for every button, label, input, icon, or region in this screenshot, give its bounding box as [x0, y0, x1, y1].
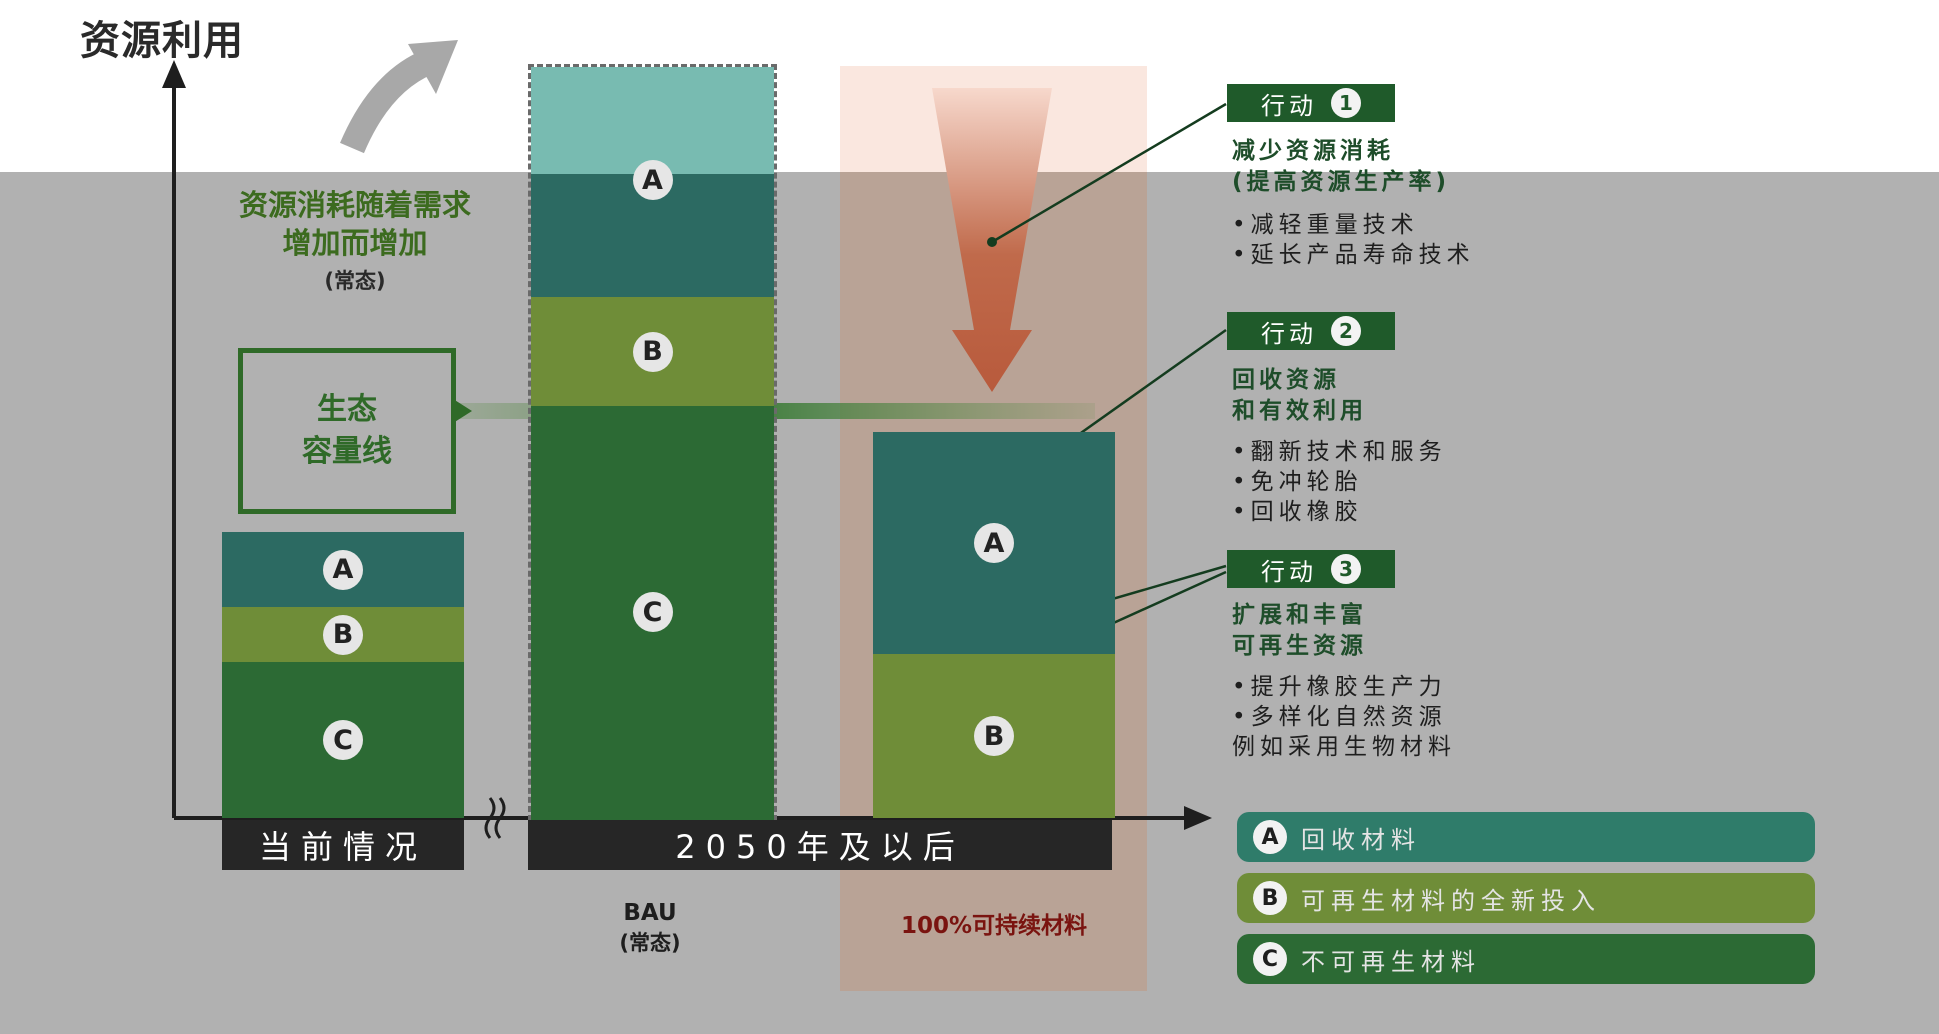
legend-key-a: A: [1253, 820, 1287, 854]
legend-text-c: 不可再生材料: [1301, 947, 1481, 976]
bau-label-b: B: [632, 331, 673, 372]
legend-key-c: C: [1253, 942, 1287, 976]
curved-growth-arrow: [340, 50, 434, 154]
sustainable-bar-segment-b: B: [873, 654, 1115, 818]
action-2-number: 2: [1331, 316, 1361, 346]
sustainable-bar-segment-a: A: [873, 432, 1115, 654]
legend-text-a: 回收材料: [1301, 825, 1421, 854]
axis-break-mark: [484, 797, 506, 839]
action-3-number: 3: [1331, 554, 1361, 584]
action-1-text: 减少资源消耗 (提高资源生产率) •减轻重量技术 •延长产品寿命技术: [1232, 136, 1475, 270]
sustainable-label-a: A: [974, 523, 1014, 563]
y-axis-title: 资源利用: [80, 18, 244, 64]
x-label-current: 当前情况: [222, 820, 464, 870]
action-1-bullet-1: •减轻重量技术: [1232, 212, 1419, 238]
legend-item-a: A 回收材料: [1237, 812, 1815, 862]
action-3-label: 行动: [1261, 557, 1317, 586]
current-label-b: B: [323, 614, 363, 655]
bau-caption: BAU (常态): [560, 898, 740, 958]
current-bar: A B C: [222, 532, 464, 818]
sustainable-label-b: B: [974, 716, 1014, 756]
sustainable-bar: A B: [873, 432, 1115, 818]
action-1-bullet-2: •延长产品寿命技术: [1232, 242, 1475, 268]
action-2-text: 回收资源 和有效利用 •翻新技术和服务 •免冲轮胎 •回收橡胶: [1232, 365, 1447, 527]
current-label-c: C: [323, 720, 363, 760]
action-3-text: 扩展和丰富 可再生资源 •提升橡胶生产力 •多样化自然资源 例如采用生物材料: [1232, 600, 1456, 762]
action-3-title-2: 可再生资源: [1232, 633, 1367, 659]
action-2-bullet-1: •翻新技术和服务: [1232, 439, 1447, 465]
current-bar-segment-a: A: [222, 532, 464, 607]
action-3-bullet-3: 例如采用生物材料: [1232, 734, 1456, 760]
caption-line-3: (常态): [324, 269, 386, 293]
legend-key-b: B: [1253, 881, 1287, 915]
x-label-future: 2050年及以后: [528, 820, 1112, 870]
action-3-bullet-2: •多样化自然资源: [1232, 704, 1447, 730]
current-label-a: A: [323, 549, 363, 590]
action-1-number: 1: [1331, 88, 1361, 118]
eco-box-line-1: 生态: [317, 392, 377, 427]
bau-caption-line-1: BAU: [623, 900, 677, 926]
bau-bar-segment-b: B: [531, 297, 774, 406]
eco-capacity-box: 生态 容量线: [238, 348, 456, 514]
action-3-pill: 行动 3: [1227, 550, 1395, 588]
legend-item-b: B 可再生材料的全新投入: [1237, 873, 1815, 923]
action-1-label: 行动: [1261, 91, 1317, 120]
action-2-title-2: 和有效利用: [1232, 398, 1367, 424]
action-3-bullet-1: •提升橡胶生产力: [1232, 674, 1447, 700]
action-3-title-1: 扩展和丰富: [1232, 602, 1367, 628]
legend-text-b: 可再生材料的全新投入: [1301, 886, 1601, 915]
caption-line-2: 增加而增加: [282, 226, 428, 260]
bau-bar-segment-c: C: [531, 406, 774, 821]
consumption-caption: 资源消耗随着需求 增加而增加 (常态): [200, 186, 510, 300]
eco-box-line-2: 容量线: [302, 434, 392, 469]
bau-bar: A B C: [528, 64, 777, 821]
x-axis-arrowhead: [1184, 806, 1212, 830]
sustainable-caption: 100%可持续材料: [900, 913, 1088, 939]
bau-bar-segment-a-light: [531, 67, 774, 174]
action-2-pill: 行动 2: [1227, 312, 1395, 350]
action-1-title-2: (提高资源生产率): [1232, 169, 1451, 195]
action-2-bullet-2: •免冲轮胎: [1232, 469, 1363, 495]
action-1-title-1: 减少资源消耗: [1232, 138, 1394, 164]
action-2-label: 行动: [1261, 319, 1317, 348]
legend-item-c: C 不可再生材料: [1237, 934, 1815, 984]
caption-line-1: 资源消耗随着需求: [238, 188, 471, 222]
action-1-pill: 行动 1: [1227, 84, 1395, 122]
current-bar-segment-c: C: [222, 662, 464, 818]
current-bar-segment-b: B: [222, 607, 464, 662]
bau-caption-line-2: (常态): [619, 931, 681, 955]
action-2-title-1: 回收资源: [1232, 367, 1340, 393]
bau-label-a: A: [632, 160, 673, 200]
action-2-bullet-3: •回收橡胶: [1232, 499, 1363, 525]
bau-bar-segment-a: A: [531, 160, 774, 297]
bau-label-c: C: [632, 592, 673, 632]
y-axis-arrowhead: [162, 60, 186, 88]
